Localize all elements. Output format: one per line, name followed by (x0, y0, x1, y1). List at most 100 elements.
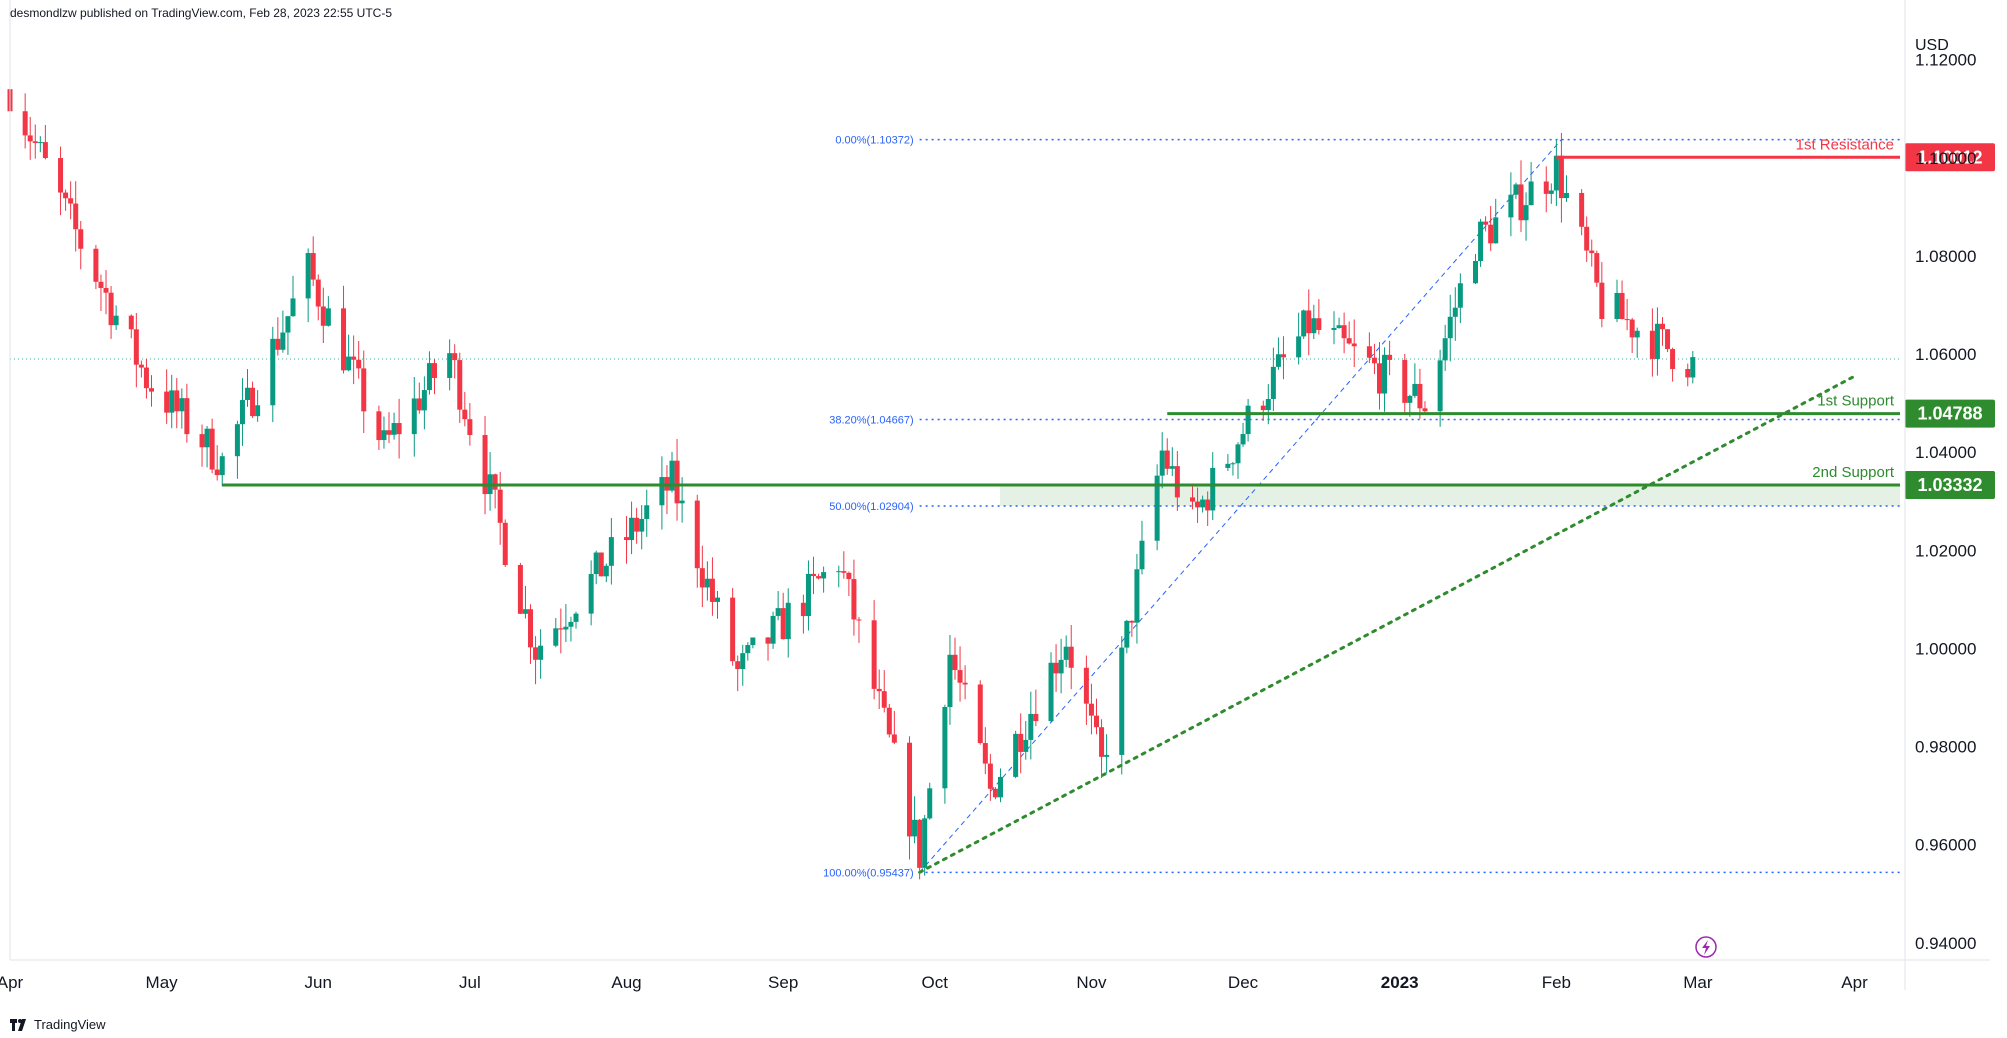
candle-body (133, 329, 139, 365)
candle-body (674, 460, 680, 504)
candle-body (800, 602, 806, 617)
candle-body (533, 647, 539, 660)
candle-body (1407, 395, 1413, 403)
candle-body (750, 637, 756, 646)
candle-body (1240, 434, 1246, 445)
candle-body (1351, 343, 1357, 347)
candle-body (325, 308, 331, 326)
candle-body (1473, 261, 1479, 284)
candle-body (356, 359, 362, 369)
candle-body (315, 279, 321, 307)
fib-zone (1000, 484, 1900, 506)
candle-body (452, 353, 458, 361)
candle-body (629, 517, 635, 541)
candle-body (1629, 319, 1635, 338)
candle-body (1058, 659, 1064, 674)
candle-body (659, 477, 665, 506)
publisher-attribution: desmondlzw published on TradingView.com,… (10, 6, 393, 20)
candle-body (1306, 310, 1312, 334)
candle-body (1013, 733, 1019, 777)
candle-body (1624, 319, 1630, 321)
candle-body (851, 579, 857, 620)
lightning-icon-glyph (1702, 940, 1710, 955)
candle-body (1366, 346, 1372, 358)
candle-body (245, 387, 251, 401)
candle-body (341, 308, 347, 371)
candle-body (1296, 336, 1302, 358)
x-tick-label: Feb (1542, 973, 1571, 992)
candle-body (447, 353, 453, 378)
candle-body (1174, 466, 1180, 498)
fib-level-label: 100.00%(0.95437) (823, 867, 914, 879)
candle-body (1690, 357, 1696, 378)
candle-body (148, 388, 154, 392)
candle-body (1579, 192, 1585, 227)
candle-body (634, 517, 640, 532)
candle-body (138, 364, 144, 368)
candle-body (1280, 354, 1286, 358)
candle-body (234, 424, 240, 457)
candle-body (836, 571, 842, 573)
candle-body (1270, 366, 1276, 399)
candle-body (416, 398, 422, 411)
candle-body (593, 552, 599, 575)
y-tick-label: 1.04000 (1915, 443, 1976, 462)
candle-body (184, 398, 190, 435)
tradingview-brand: TradingView (34, 1017, 106, 1032)
candle-body (1083, 667, 1089, 704)
candle-body (947, 654, 953, 708)
candle-body (1447, 316, 1453, 339)
candle-body (644, 505, 650, 519)
candle-body (310, 253, 316, 280)
candle-body (1159, 450, 1165, 476)
candle-body (962, 682, 968, 685)
candle-body (907, 742, 913, 837)
candle-body (1169, 466, 1175, 469)
candle-body (1563, 192, 1569, 199)
candle-body (603, 565, 609, 577)
candle-body (214, 469, 220, 476)
candle-body (204, 428, 210, 448)
candle-body (699, 568, 705, 588)
candle-body (199, 434, 205, 448)
candle-body (78, 229, 84, 249)
candle-body (103, 287, 109, 293)
price-chart[interactable]: 0.00%(1.10372) 38.20%(1.04667) 50.00%(1.02… (0, 0, 2007, 1008)
candle-body (997, 776, 1003, 798)
candle-body (174, 390, 180, 412)
candle-body (113, 315, 119, 326)
candles (7, 66, 1696, 880)
candle-body (1417, 383, 1423, 409)
x-tick-label: Nov (1076, 973, 1107, 992)
candle-body (1619, 292, 1625, 320)
candle-body (1442, 338, 1448, 361)
y-tick-label: 0.98000 (1915, 738, 1976, 757)
candle-body (1599, 282, 1605, 319)
candle-body (735, 661, 741, 670)
candle-body (1584, 226, 1590, 251)
candle-body (1589, 250, 1595, 254)
level-label: 1st Support (1817, 393, 1895, 410)
level-price-value: 1.04788 (1917, 404, 1982, 424)
candle-body (386, 430, 392, 435)
candle-body (856, 619, 862, 621)
level-price-tag (1905, 470, 1995, 499)
candle-body (492, 474, 498, 490)
candle-body (816, 576, 822, 579)
candle-body (1422, 408, 1428, 412)
candle-body (1260, 405, 1266, 411)
candle-body (42, 142, 48, 159)
candle-body (1230, 463, 1236, 465)
candle-body (1543, 181, 1549, 194)
candle-body (608, 537, 614, 566)
candle-body (1670, 349, 1676, 369)
candle-body (522, 609, 528, 614)
y-tick-label: 1.08000 (1915, 247, 1976, 266)
candle-body (775, 608, 781, 616)
candle-body (1452, 307, 1458, 317)
candle-body (927, 788, 933, 819)
candle-body (1376, 363, 1382, 394)
candle-body (169, 390, 175, 413)
candle-body (68, 198, 74, 204)
trend-lines (918, 374, 1857, 874)
